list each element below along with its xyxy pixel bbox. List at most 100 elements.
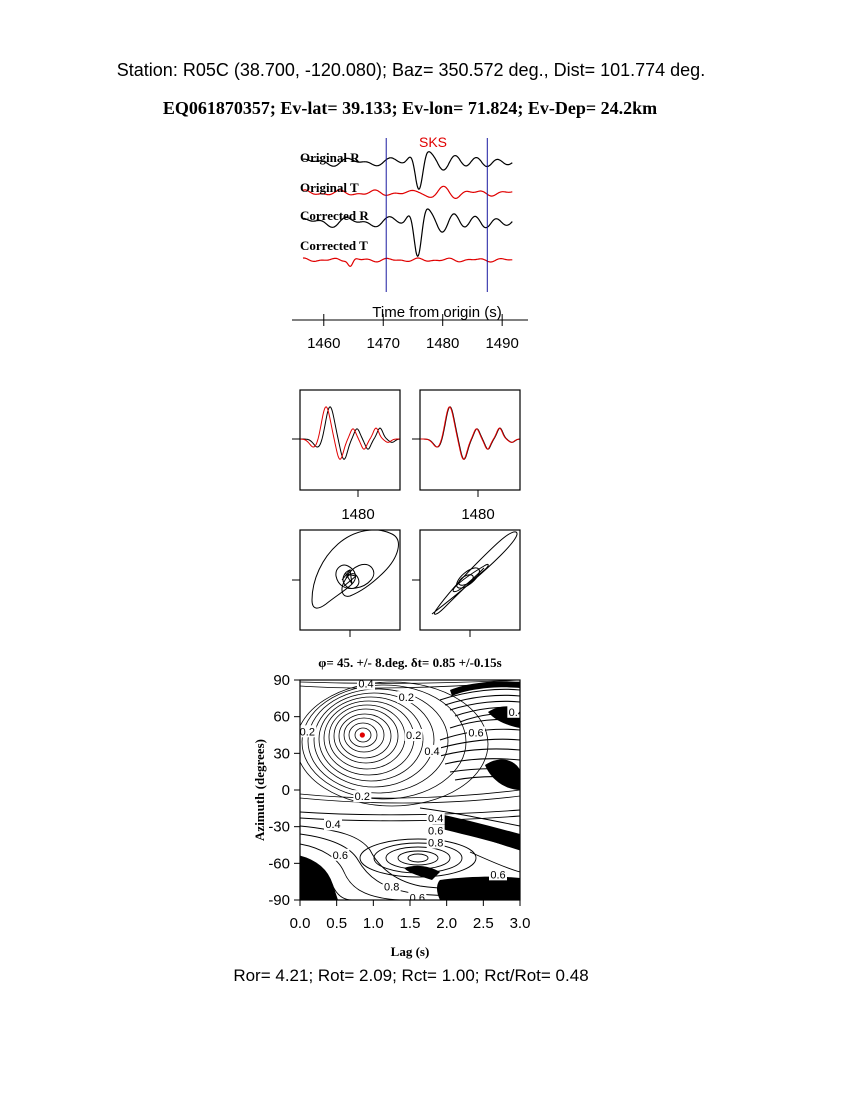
particle-motion-frame-corrected xyxy=(419,529,521,631)
particle-motion-path-original xyxy=(311,530,399,609)
contour-label-bg xyxy=(507,705,520,718)
contour-ring xyxy=(313,692,435,788)
contour-label-bg xyxy=(467,726,485,739)
grid-x-tick-label: 1.5 xyxy=(400,915,421,932)
trace-label-corrected-r: Corrected R xyxy=(300,208,369,223)
trace-label-corrected-t: Corrected T xyxy=(300,238,368,253)
contour-label: 0.2 xyxy=(300,726,315,738)
grid-search-title: φ= 45. +/- 8.deg. δt= 0.85 +/-0.15s xyxy=(318,655,502,670)
grid-search-panel: φ= 45. +/- 8.deg. δt= 0.85 +/-0.15s xyxy=(252,655,530,959)
particle-motion-original xyxy=(311,530,399,609)
grid-x-axis-label: Lag (s) xyxy=(391,944,430,959)
waveform-traces-corrected xyxy=(420,406,520,460)
particle-motion-loop xyxy=(456,567,480,589)
waveform-trace xyxy=(420,406,520,460)
contour-lines-upper xyxy=(300,680,520,807)
contour-line xyxy=(300,843,401,900)
contour-label: 0.2 xyxy=(355,791,370,803)
best-fit-marker xyxy=(359,732,365,738)
waveform-trace xyxy=(300,406,400,460)
seismogram-panel: Original R Original T Corrected R Correc… xyxy=(292,134,528,352)
particle-motion-loop-inner xyxy=(458,574,474,586)
contour-background xyxy=(300,680,520,900)
time-tick-label: 1470 xyxy=(367,335,400,352)
contour-label-bg xyxy=(382,880,401,893)
seismogram-trace xyxy=(302,151,513,190)
grid-x-tick-label: 2.5 xyxy=(473,915,494,932)
contour-dense-region xyxy=(300,856,338,900)
contour-line xyxy=(449,700,520,711)
grid-y-tick-label: -30 xyxy=(268,819,290,836)
grid-x-tick-label: 3.0 xyxy=(510,915,531,932)
particle-motion-panel-corrected xyxy=(412,529,521,637)
grid-y-tick-label: -90 xyxy=(268,892,290,909)
time-tick-label: 1460 xyxy=(307,335,340,352)
contour-label: 0.8 xyxy=(384,882,399,894)
contour-ring xyxy=(354,727,372,743)
trace-label-original-r: Original R xyxy=(300,150,360,165)
contour-label: 0.6 xyxy=(410,893,425,905)
grid-y-tick-label: 60 xyxy=(273,709,290,726)
waveform-panel-corrected: 1480 xyxy=(412,389,521,523)
contour-label-bg xyxy=(300,725,317,738)
contour-ring xyxy=(338,713,392,759)
waveform-trace xyxy=(420,406,520,460)
waveform-frame-original xyxy=(299,389,401,491)
contour-ring xyxy=(318,696,424,782)
grid-y-ticks: 90 60 30 0 -30 -60 -90 xyxy=(268,672,300,909)
grid-y-tick-label: 90 xyxy=(273,672,290,689)
contour-dense-region xyxy=(450,681,520,696)
time-axis-label: Time from origin (s) xyxy=(372,304,501,321)
contour-ring xyxy=(348,722,378,748)
station-line: Station: R05C (38.700, -120.080); Baz= 3… xyxy=(117,60,705,80)
contour-label: 0.4 xyxy=(358,679,373,691)
grid-x-tick-label: 1.0 xyxy=(363,915,384,932)
ratios-line: Ror= 4.21; Rot= 2.09; Rct= 1.00; Rct/Rot… xyxy=(233,966,588,985)
contour-line xyxy=(439,688,520,701)
time-tick-label: 1480 xyxy=(426,335,459,352)
seismogram-trace xyxy=(302,185,513,199)
contour-dense-region xyxy=(485,759,520,790)
grid-x-ticks: 0.0 0.5 1.0 1.5 2.0 2.5 3.0 xyxy=(290,900,531,932)
trace-label-original-t: Original T xyxy=(300,180,359,195)
contour-line xyxy=(444,694,520,706)
waveform-traces-original xyxy=(300,406,400,460)
contour-label: 0.6 xyxy=(490,869,505,881)
contour-ring xyxy=(397,850,439,866)
contour-label-bg xyxy=(426,836,445,849)
particle-motion-path-original-inner xyxy=(341,568,358,587)
phase-label-sks: SKS xyxy=(419,134,447,150)
event-line: EQ061870357; Ev-lat= 39.133; Ev-lon= 71.… xyxy=(163,98,657,118)
contour-label: 0.6 xyxy=(333,850,348,862)
contour-field: 0.40.20.40.2 0.2 0.60.40.20.40.40.60.80.60… xyxy=(300,679,524,905)
contour-label-bg xyxy=(397,691,416,704)
contour-label-bg xyxy=(489,868,507,881)
contour-line xyxy=(300,809,520,816)
contour-label-bg xyxy=(357,680,375,690)
waveform-trace xyxy=(300,406,400,460)
grid-y-tick-label: 30 xyxy=(273,745,290,762)
seismogram-trace xyxy=(302,257,513,267)
contour-dense-region xyxy=(437,876,520,900)
contour-label: 0.4 xyxy=(424,746,439,758)
contour-label-bg xyxy=(426,824,445,837)
grid-y-axis-label: Azimuth (degrees) xyxy=(252,739,267,841)
contour-line xyxy=(444,758,520,765)
contour-line xyxy=(300,795,520,804)
waveform-panel-original: 1480 xyxy=(292,389,401,523)
particle-motion-path-corrected xyxy=(431,531,518,615)
contour-label: 0.6 xyxy=(468,728,483,740)
contour-label-bg xyxy=(324,818,342,831)
contour-label-bg xyxy=(423,744,441,757)
contour-label: 0.4 xyxy=(428,813,443,825)
contour-label-bg xyxy=(404,729,423,741)
contour-label-bg xyxy=(353,790,372,803)
particle-motion-corrected xyxy=(431,531,518,615)
contour-line xyxy=(419,807,520,827)
contour-line xyxy=(439,748,520,757)
contour-label: 0.4 xyxy=(509,707,524,719)
contour-label-bg xyxy=(331,848,350,861)
contour-label-bg xyxy=(408,891,427,900)
contour-ring xyxy=(407,853,429,863)
